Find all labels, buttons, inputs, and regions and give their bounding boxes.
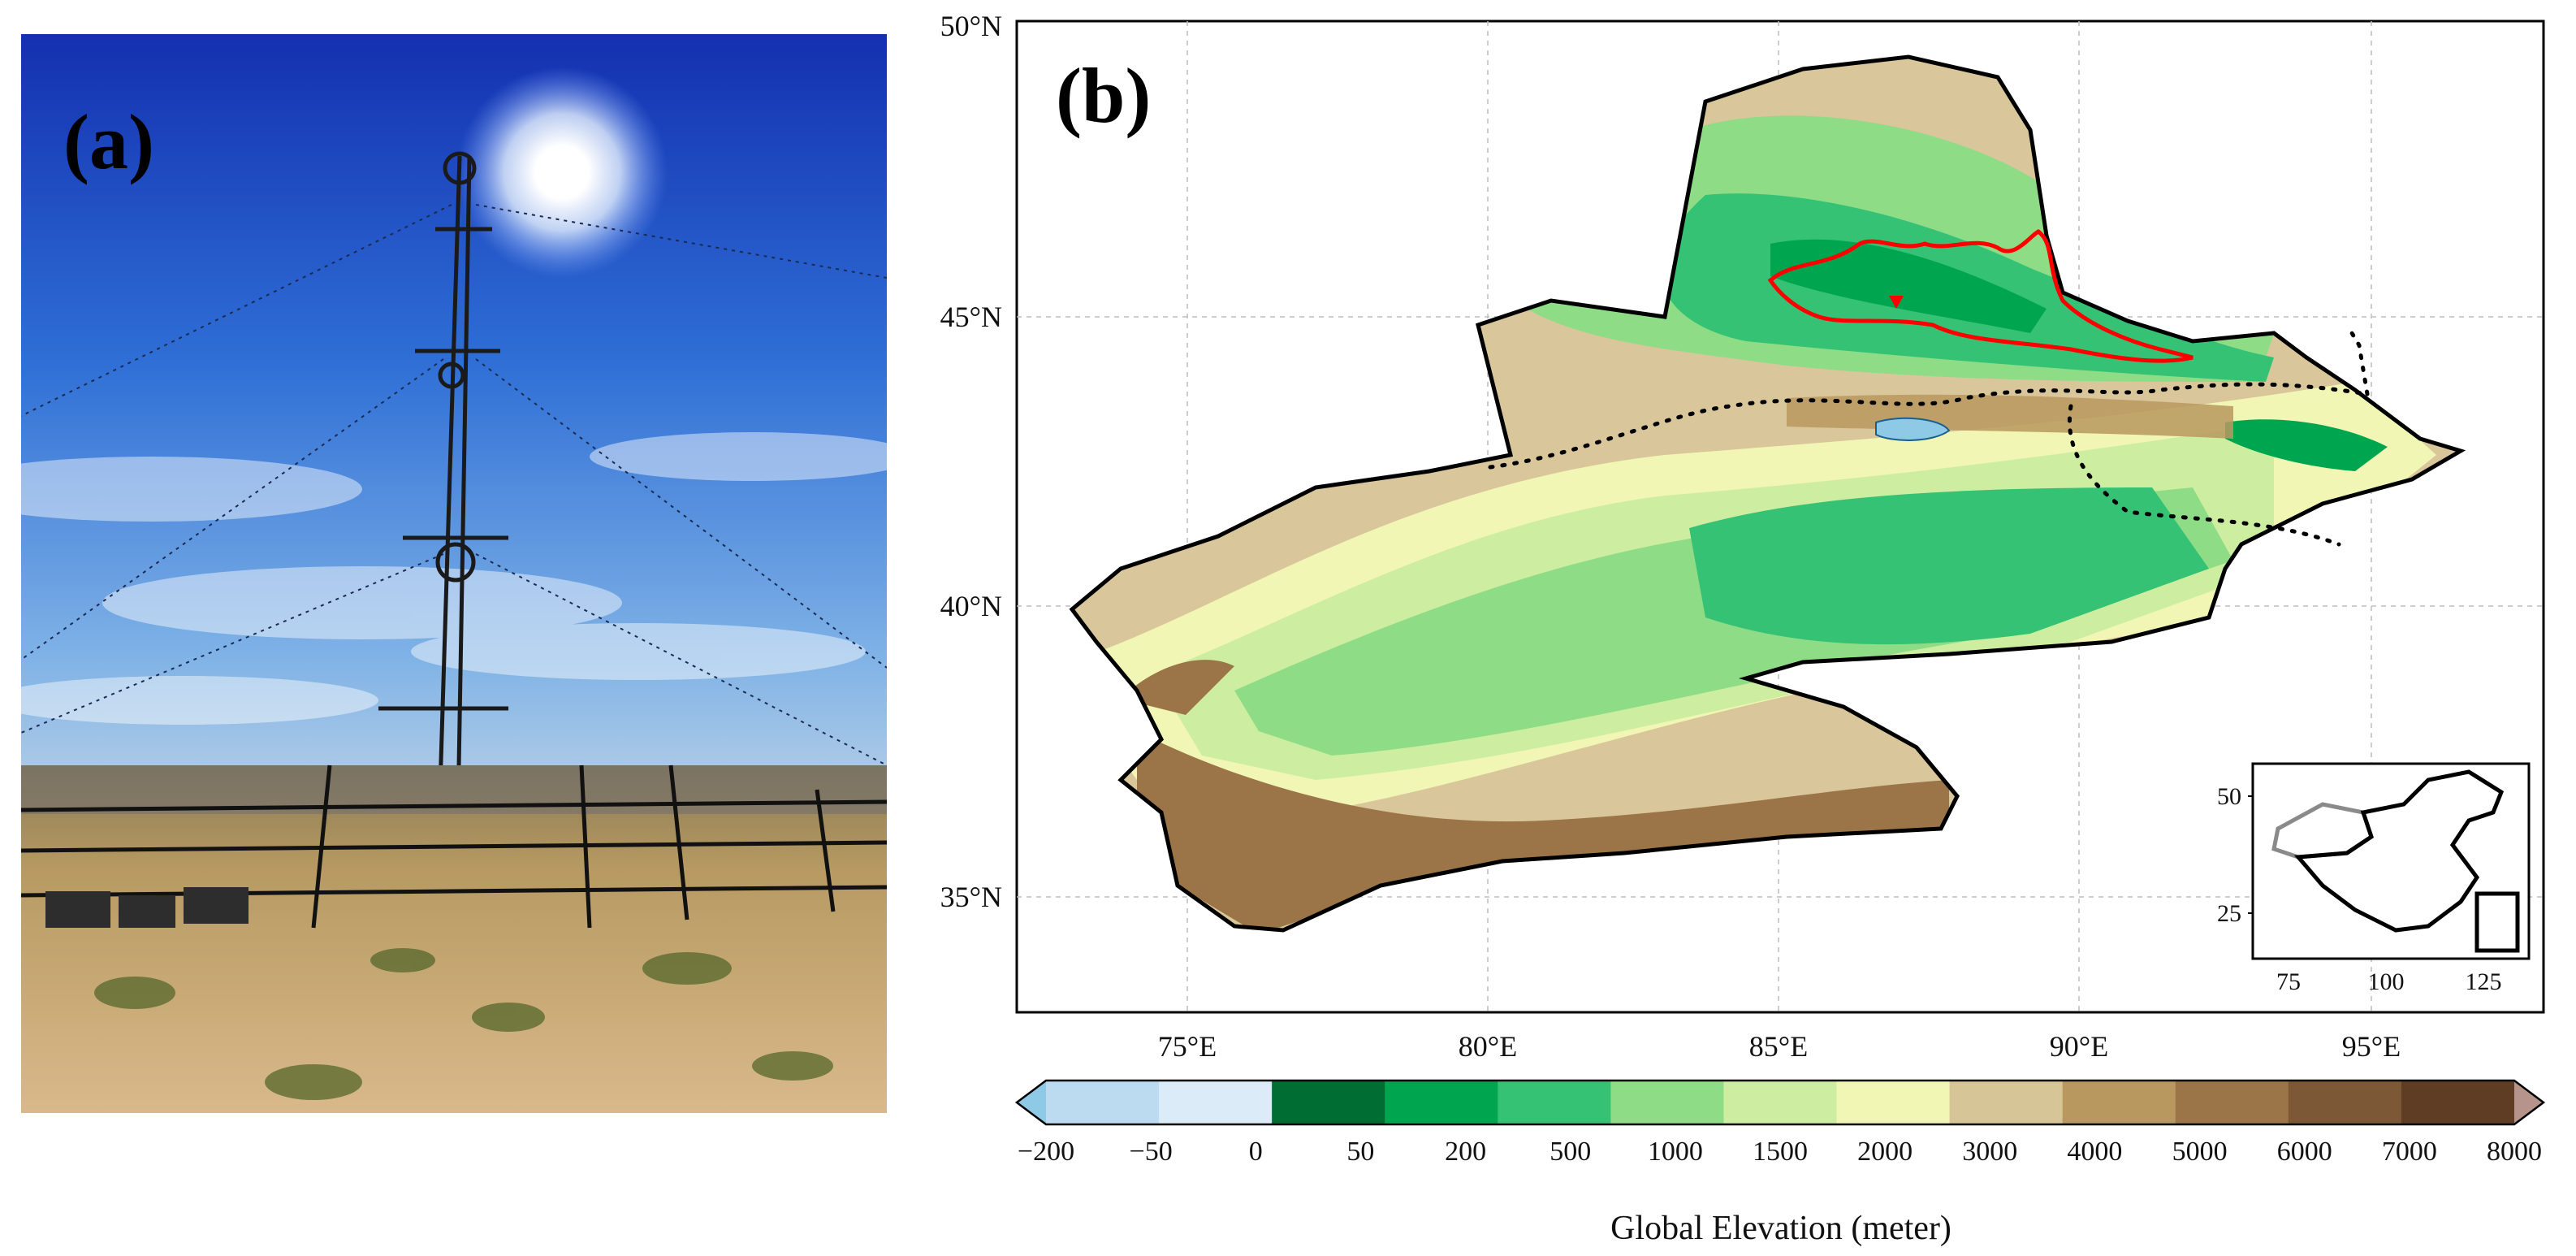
equipment-boxes bbox=[45, 887, 249, 928]
elevation-map-figure: 50 25 75 100 125 50°N 45°N 40°N 35°N 75°… bbox=[940, 10, 2546, 1247]
fence bbox=[21, 764, 887, 929]
map-panel: 50 25 75 100 125 50°N 45°N 40°N 35°N 75°… bbox=[893, 0, 2576, 1252]
colorbar-tick-label: 500 bbox=[1549, 1137, 1591, 1167]
colorbar-bin bbox=[2062, 1081, 2176, 1124]
sun bbox=[456, 67, 668, 278]
subregion-boundaries bbox=[1488, 323, 2370, 547]
lat-label: 35°N bbox=[940, 881, 1002, 913]
inset-lon-tick: 100 bbox=[2368, 968, 2405, 995]
colorbar-bin bbox=[1385, 1081, 1498, 1124]
elev-band-500-1000 bbox=[1689, 487, 2209, 645]
inset-lat-tick: 50 bbox=[2217, 783, 2241, 810]
lat-label: 45°N bbox=[940, 301, 1002, 333]
lon-label: 80°E bbox=[1459, 1030, 1517, 1063]
colorbar-tick-label: 0 bbox=[1249, 1137, 1263, 1167]
colorbar-outline bbox=[1014, 1079, 2546, 1126]
colorbar-tick-label: 1000 bbox=[1648, 1137, 1703, 1167]
colorbar-bin bbox=[1498, 1081, 1611, 1124]
guy-wires bbox=[21, 204, 887, 766]
colorbar-bin bbox=[2288, 1081, 2402, 1124]
colorbar-bin bbox=[1836, 1081, 1951, 1124]
colorbar-bin bbox=[2401, 1081, 2515, 1124]
colorbar-tick-label: 50 bbox=[1346, 1137, 1374, 1167]
colorbar-tick-label: −50 bbox=[1130, 1137, 1173, 1167]
lat-label: 50°N bbox=[940, 10, 1002, 42]
lat-label: 40°N bbox=[940, 590, 1002, 622]
lon-label: 90°E bbox=[2050, 1030, 2108, 1063]
colorbar-bin bbox=[1159, 1081, 1273, 1124]
colorbar-bin bbox=[1610, 1081, 1724, 1124]
colorbar-bin bbox=[1046, 1081, 1160, 1124]
south-china-sea-box bbox=[2474, 891, 2520, 953]
colorbar bbox=[1014, 1079, 2546, 1126]
pamir-range bbox=[1121, 660, 1234, 715]
colorbar-tick-label: 1500 bbox=[1753, 1137, 1808, 1167]
colorbar-tick-label: 3000 bbox=[1962, 1137, 2017, 1167]
lon-label: 75°E bbox=[1158, 1030, 1217, 1063]
elev-band-200-500 bbox=[1770, 239, 2047, 333]
lon-label: 85°E bbox=[1749, 1030, 1808, 1063]
inset-lon-tick: 125 bbox=[2466, 968, 2502, 995]
colorbar-tick-label: 200 bbox=[1445, 1137, 1486, 1167]
flux-tower bbox=[378, 151, 508, 815]
colorbar-tick-label: 4000 bbox=[2067, 1137, 2122, 1167]
inset-china-outline bbox=[2293, 769, 2505, 933]
colorbar-bin bbox=[1723, 1081, 1838, 1124]
colorbar-bin bbox=[2175, 1081, 2289, 1124]
colorbar-ticks: −200 −50 0 50 200 500 1000 1500 2000 3000 4000 5000… bbox=[1018, 1137, 2542, 1167]
colorbar-tick-label: 5000 bbox=[2172, 1137, 2228, 1167]
turpan-depression bbox=[2225, 419, 2388, 471]
colorbar-extend-low bbox=[1017, 1081, 1046, 1124]
bosten-lake bbox=[1875, 417, 1951, 441]
colorbar-extend-high bbox=[2514, 1081, 2544, 1124]
colorbar-title: Global Elevation (meter) bbox=[1610, 1210, 1951, 1247]
region-border bbox=[1069, 54, 2466, 933]
panel-b-tag: (b) bbox=[1056, 52, 1151, 139]
ground bbox=[21, 765, 887, 1113]
station-marker bbox=[1889, 296, 1904, 309]
inset-lat-tick: 25 bbox=[2217, 900, 2241, 927]
photo-panel: (a) bbox=[21, 34, 887, 1113]
panel-a-tag: (a) bbox=[63, 98, 154, 185]
lon-label: 95°E bbox=[2342, 1030, 2401, 1063]
kunlun-range bbox=[1137, 731, 1949, 930]
flux-tower-photo: (a) bbox=[21, 34, 887, 1113]
colorbar-tick-label: 2000 bbox=[1857, 1137, 1913, 1167]
shrubs bbox=[94, 948, 833, 1100]
colorbar-tick-label: 6000 bbox=[2277, 1137, 2332, 1167]
colorbar-bin bbox=[1272, 1081, 1385, 1124]
clouds bbox=[21, 432, 887, 725]
colorbar-tick-label: 8000 bbox=[2487, 1137, 2542, 1167]
inset-lon-tick: 75 bbox=[2276, 968, 2301, 995]
colorbar-tick-label: −200 bbox=[1018, 1137, 1074, 1167]
inset-map: 50 25 75 100 125 bbox=[2217, 762, 2531, 995]
study-area-outline bbox=[1767, 229, 2193, 363]
colorbar-bin bbox=[1949, 1081, 2064, 1124]
colorbar-tick-label: 7000 bbox=[2382, 1137, 2437, 1167]
